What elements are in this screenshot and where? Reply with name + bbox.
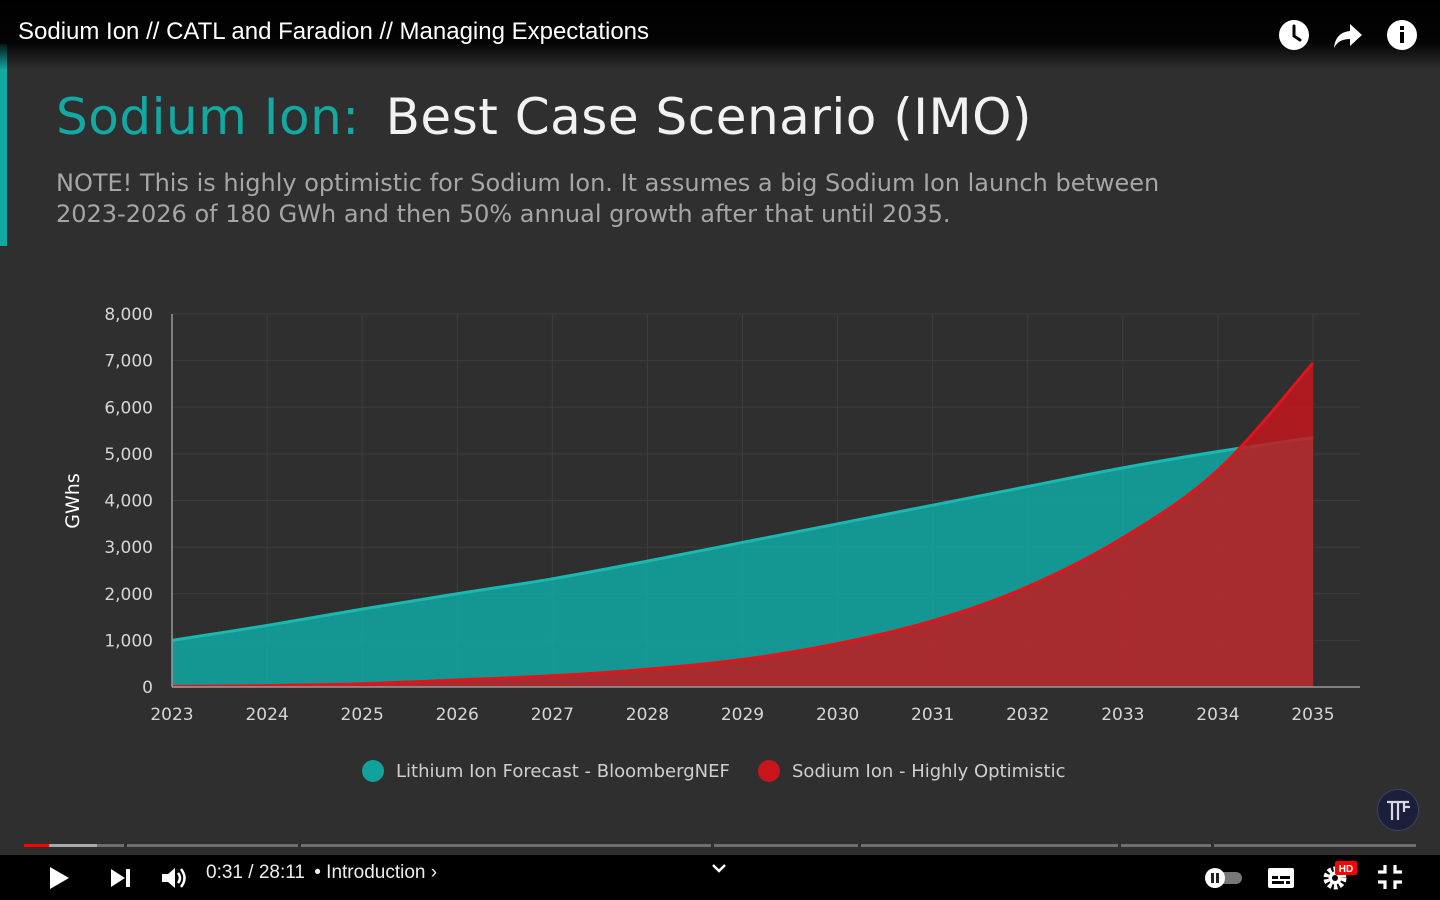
series-area-1 <box>172 362 1313 687</box>
x-tick-label: 2031 <box>911 705 954 725</box>
data-point-1 <box>646 668 649 671</box>
y-tick-label: 0 <box>142 678 153 698</box>
data-point-1 <box>1216 469 1219 472</box>
y-tick-label: 1,000 <box>104 631 153 651</box>
data-point-1 <box>1312 361 1315 364</box>
time-display: 0:31 / 28:11 • Introduction › <box>206 862 437 884</box>
data-point-1 <box>836 642 839 645</box>
data-point-0 <box>741 541 744 544</box>
x-tick-label: 2025 <box>341 705 384 725</box>
channel-logo[interactable] <box>1377 789 1419 831</box>
x-tick-label: 2029 <box>721 705 764 725</box>
channel-logo-icon <box>1387 800 1410 820</box>
chapter-segment[interactable] <box>714 844 858 847</box>
clock-icon[interactable] <box>1277 18 1311 52</box>
slide-title-main: Best Case Scenario (IMO) <box>385 88 1032 146</box>
captions-icon[interactable] <box>1266 863 1296 897</box>
data-point-0 <box>551 577 554 580</box>
x-tick-label: 2032 <box>1006 705 1049 725</box>
info-icon[interactable] <box>1385 18 1419 52</box>
data-point-0 <box>1121 466 1124 469</box>
data-point-1 <box>551 674 554 677</box>
y-tick-label: 7,000 <box>104 352 153 372</box>
data-point-0 <box>456 592 459 595</box>
x-tick-label: 2027 <box>531 705 574 725</box>
next-icon[interactable] <box>105 863 135 897</box>
chapter-segment[interactable] <box>1121 844 1211 847</box>
x-tick-label: 2026 <box>436 705 479 725</box>
slide-note: NOTE! This is highly optimistic for Sodi… <box>56 168 1276 230</box>
y-tick-label: 2,000 <box>104 585 153 605</box>
chapter-segment[interactable] <box>301 844 711 847</box>
legend-item-sodium: Sodium Ion - Highly Optimistic <box>758 760 1065 782</box>
settings-gear-icon[interactable]: HD <box>1320 859 1358 897</box>
chevron-down-icon[interactable] <box>707 859 731 883</box>
autoplay-toggle-icon[interactable] <box>1202 864 1246 896</box>
player-controls: HD <box>0 855 1440 900</box>
buffered-progress <box>24 844 97 847</box>
progress-bar[interactable] <box>24 844 1416 847</box>
data-point-1 <box>1121 536 1124 539</box>
chapter-segment[interactable] <box>861 844 1118 847</box>
video-frame[interactable]: Sodium Ion: Best Case Scenario (IMO) NOTE… <box>0 0 1440 855</box>
x-tick-label: 2024 <box>245 705 288 725</box>
x-tick-label: 2033 <box>1101 705 1144 725</box>
data-point-1 <box>741 658 744 661</box>
slide-accent-bar <box>0 44 7 246</box>
y-tick-label: 8,000 <box>104 305 153 325</box>
video-top-bar: Sodium Ion // CATL and Faradion // Manag… <box>0 0 1440 70</box>
chapter-segment[interactable] <box>1214 844 1416 847</box>
data-point-0 <box>836 522 839 525</box>
data-point-0 <box>1026 485 1029 488</box>
volume-icon[interactable] <box>158 863 188 897</box>
hd-badge: HD <box>1339 864 1353 875</box>
video-title[interactable]: Sodium Ion // CATL and Faradion // Manag… <box>18 18 650 45</box>
share-icon[interactable] <box>1331 18 1365 52</box>
slide-note-line-2: 2023-2026 of 180 GWh and then 50% annual… <box>56 200 951 228</box>
legend-swatch-sodium <box>758 760 780 782</box>
data-point-1 <box>1026 585 1029 588</box>
exit-fullscreen-icon[interactable] <box>1375 862 1405 896</box>
x-tick-label: 2035 <box>1291 705 1334 725</box>
slide-title-highlight: Sodium Ion: <box>56 88 360 146</box>
x-tick-label: 2023 <box>150 705 193 725</box>
series-line-1 <box>171 361 1315 689</box>
data-point-0 <box>266 624 269 627</box>
played-progress <box>24 844 50 847</box>
area-chart: 0 1,000 2,000 3,000 4,000 5,000 6,000 7,000 8,00… <box>62 305 1360 725</box>
chapter-segment[interactable] <box>127 844 298 847</box>
play-icon[interactable] <box>44 863 74 897</box>
slide-note-line-1: NOTE! This is highly optimistic for Sodi… <box>56 169 1160 197</box>
data-point-1 <box>931 619 934 622</box>
legend-label-sodium: Sodium Ion - Highly Optimistic <box>792 760 1066 782</box>
time-separator: / <box>248 862 254 883</box>
legend-label-lithium: Lithium Ion Forecast - BloombergNEF <box>396 760 730 782</box>
time-total: 28:11 <box>258 862 305 883</box>
data-point-0 <box>361 608 364 611</box>
chapter-title[interactable]: • Introduction › <box>314 862 438 883</box>
y-axis-label: GWhs <box>62 473 84 528</box>
y-tick-label: 5,000 <box>104 445 153 465</box>
slide-title: Sodium Ion: Best Case Scenario (IMO) <box>56 88 1032 146</box>
data-point-0 <box>1216 450 1219 453</box>
series-line-0 <box>171 436 1314 642</box>
y-tick-label: 3,000 <box>104 538 153 558</box>
data-point-0 <box>931 504 934 507</box>
time-current: 0:31 <box>206 862 243 883</box>
x-tick-label: 2030 <box>816 705 859 725</box>
data-point-1 <box>456 679 459 682</box>
y-tick-label: 4,000 <box>104 492 153 512</box>
data-point-1 <box>361 682 364 685</box>
legend-item-lithium: Lithium Ion Forecast - BloombergNEF <box>362 760 730 782</box>
x-tick-label: 2028 <box>626 705 669 725</box>
x-tick-label: 2034 <box>1196 705 1239 725</box>
y-tick-label: 6,000 <box>104 398 153 418</box>
data-point-0 <box>646 560 649 563</box>
legend-swatch-lithium <box>362 760 384 782</box>
